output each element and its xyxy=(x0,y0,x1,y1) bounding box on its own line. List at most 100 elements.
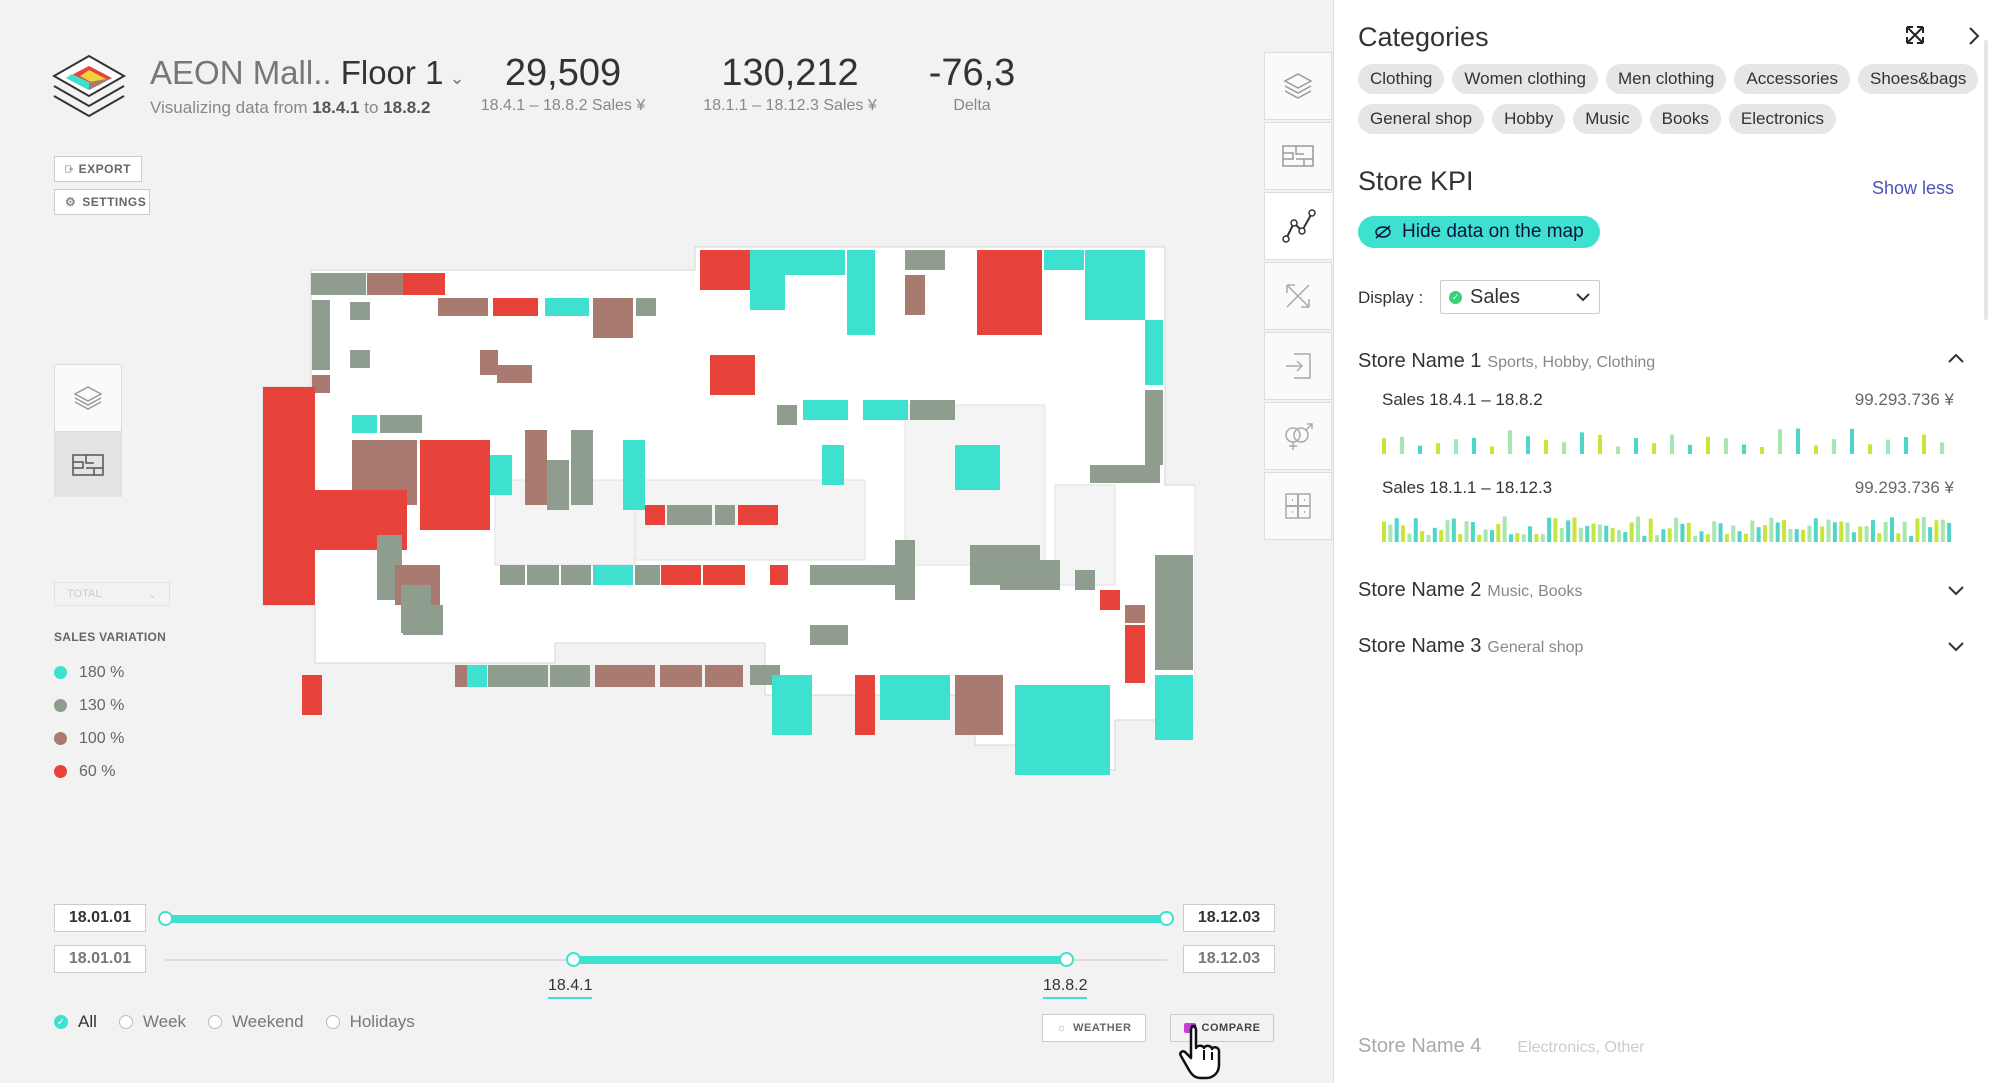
map-store-shape[interactable] xyxy=(593,565,633,585)
map-store-shape[interactable] xyxy=(438,298,488,316)
map-store-shape[interactable] xyxy=(880,675,950,720)
map-store-shape[interactable] xyxy=(352,415,377,433)
map-store-shape[interactable] xyxy=(715,505,735,525)
range2-end-date[interactable]: 18.12.03 xyxy=(1183,945,1275,973)
range1-end-date[interactable]: 18.12.03 xyxy=(1183,904,1275,932)
map-store-shape[interactable] xyxy=(1100,590,1120,610)
map-store-shape[interactable] xyxy=(785,250,845,275)
mall-selector[interactable]: AEON Mall.. Floor 1 ⌄ xyxy=(150,54,465,92)
map-store-shape[interactable] xyxy=(547,460,569,510)
export-button[interactable]: EXPORT xyxy=(54,156,142,182)
category-chip-men-clothing[interactable]: Men clothing xyxy=(1605,64,1727,94)
map-store-shape[interactable] xyxy=(1000,560,1060,590)
flow-button[interactable] xyxy=(1264,262,1332,330)
map-store-shape[interactable] xyxy=(350,302,370,320)
category-chip-hobby[interactable]: Hobby xyxy=(1492,104,1566,134)
map-store-shape[interactable] xyxy=(467,665,487,687)
map-store-shape[interactable] xyxy=(550,665,590,687)
map-store-shape[interactable] xyxy=(420,440,490,530)
category-chip-general-shop[interactable]: General shop xyxy=(1358,104,1485,134)
display-select[interactable]: ✓ Sales xyxy=(1440,280,1600,314)
category-chip-books[interactable]: Books xyxy=(1649,104,1721,134)
map-store-shape[interactable] xyxy=(623,440,645,510)
floorplan-tool-button[interactable] xyxy=(55,431,121,497)
map-store-shape[interactable] xyxy=(810,625,848,645)
map-store-shape[interactable] xyxy=(403,273,445,295)
category-chip-music[interactable]: Music xyxy=(1573,104,1642,134)
map-store-shape[interactable] xyxy=(660,665,702,687)
map-store-shape[interactable] xyxy=(636,298,656,316)
range2-selected-track[interactable] xyxy=(573,956,1067,964)
map-store-shape[interactable] xyxy=(645,505,665,525)
range2-end-handle[interactable] xyxy=(1059,952,1074,967)
map-store-shape[interactable] xyxy=(777,405,797,425)
map-store-shape[interactable] xyxy=(822,445,844,485)
chevron-down-icon[interactable] xyxy=(1947,585,1965,597)
map-store-shape[interactable] xyxy=(1145,390,1163,465)
range2-start-handle[interactable] xyxy=(566,952,581,967)
show-less-link[interactable]: Show less xyxy=(1872,178,1955,198)
category-chip-electronics[interactable]: Electronics xyxy=(1728,104,1837,134)
map-store-shape[interactable] xyxy=(1145,320,1163,385)
map-store-shape[interactable] xyxy=(977,250,1042,335)
entrance-button[interactable] xyxy=(1264,332,1332,400)
map-store-shape[interactable] xyxy=(955,445,1000,490)
category-chip-women-clothing[interactable]: Women clothing xyxy=(1452,64,1598,94)
range2-start-date[interactable]: 18.01.01 xyxy=(54,945,146,973)
grid-button[interactable] xyxy=(1264,472,1332,540)
chevron-down-icon[interactable] xyxy=(1947,641,1965,653)
map-store-shape[interactable] xyxy=(525,430,547,505)
map-store-shape[interactable] xyxy=(705,665,743,687)
map-store-shape[interactable] xyxy=(593,298,633,338)
category-chip-accessories[interactable]: Accessories xyxy=(1734,64,1850,94)
map-store-shape[interactable] xyxy=(312,375,330,393)
store-4-header[interactable]: Store Name 4 Electronics, Other xyxy=(1358,1035,1645,1057)
map-store-shape[interactable] xyxy=(561,565,591,585)
map-store-shape[interactable] xyxy=(545,298,589,316)
map-store-shape[interactable] xyxy=(497,365,532,383)
map-store-shape[interactable] xyxy=(1155,555,1193,670)
filter-all-radio[interactable]: ✓ All xyxy=(54,1012,97,1032)
map-store-shape[interactable] xyxy=(302,675,322,715)
map-store-shape[interactable] xyxy=(895,540,915,600)
map-store-shape[interactable] xyxy=(403,605,443,635)
category-chip-clothing[interactable]: Clothing xyxy=(1358,64,1445,94)
map-store-shape[interactable] xyxy=(480,350,498,375)
map-store-shape[interactable] xyxy=(703,565,745,585)
map-store-shape[interactable] xyxy=(770,565,788,585)
range1-end-handle[interactable] xyxy=(1159,911,1174,926)
map-store-shape[interactable] xyxy=(1090,465,1160,483)
map-store-shape[interactable] xyxy=(1125,605,1145,623)
map-store-shape[interactable] xyxy=(595,665,655,687)
map-store-shape[interactable] xyxy=(380,415,422,433)
map-store-shape[interactable] xyxy=(490,455,512,495)
map-store-shape[interactable] xyxy=(905,250,945,270)
range1-track[interactable] xyxy=(165,915,1167,923)
compare-button[interactable]: COMPARE xyxy=(1170,1014,1274,1042)
map-store-shape[interactable] xyxy=(905,275,925,315)
filter-holidays-radio[interactable]: Holidays xyxy=(325,1012,415,1032)
map-store-shape[interactable] xyxy=(855,675,875,735)
chevron-up-icon[interactable] xyxy=(1947,352,1965,364)
weather-button[interactable]: ☼ WEATHER xyxy=(1042,1014,1146,1042)
map-store-shape[interactable] xyxy=(700,250,750,290)
map-store-shape[interactable] xyxy=(710,355,755,395)
map-store-shape[interactable] xyxy=(1155,675,1193,740)
map-store-shape[interactable] xyxy=(850,565,900,585)
map-store-shape[interactable] xyxy=(738,505,778,525)
map-store-shape[interactable] xyxy=(1125,665,1145,683)
map-store-shape[interactable] xyxy=(1125,645,1145,665)
map-store-shape[interactable] xyxy=(863,400,908,420)
store-2-header[interactable]: Store Name 2 Music, Books xyxy=(1358,579,1583,601)
floor-map[interactable] xyxy=(255,245,1195,775)
map-store-shape[interactable] xyxy=(493,298,538,316)
chevron-right-icon[interactable] xyxy=(1964,24,1984,48)
settings-button[interactable]: ⚙ SETTINGS xyxy=(54,189,150,215)
map-store-shape[interactable] xyxy=(1044,250,1084,270)
filter-weekend-radio[interactable]: Weekend xyxy=(208,1012,304,1032)
map-store-shape[interactable] xyxy=(750,250,785,310)
map-store-shape[interactable] xyxy=(910,400,955,420)
store-1-header[interactable]: Store Name 1 Sports, Hobby, Clothing xyxy=(1358,350,1656,372)
map-store-shape[interactable] xyxy=(847,250,875,335)
map-store-shape[interactable] xyxy=(1085,250,1145,320)
